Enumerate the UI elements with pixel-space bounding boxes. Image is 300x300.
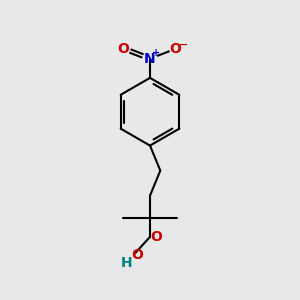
Text: N: N xyxy=(144,52,156,66)
Text: +: + xyxy=(152,48,160,58)
Text: O: O xyxy=(131,248,143,262)
Text: −: − xyxy=(179,40,188,50)
Text: O: O xyxy=(118,42,129,56)
Text: O: O xyxy=(151,230,162,244)
Text: H: H xyxy=(121,256,133,270)
Text: O: O xyxy=(169,42,181,56)
